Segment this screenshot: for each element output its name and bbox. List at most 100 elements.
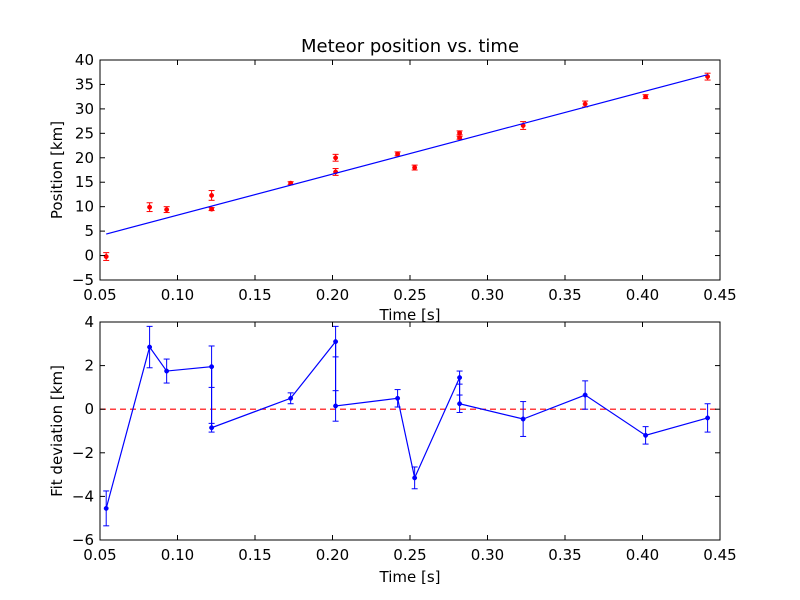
data-point: [456, 394, 463, 413]
point-marker: [457, 130, 463, 136]
x-axis-label: Time [s]: [379, 306, 441, 324]
y-axis-label: Fit deviation [km]: [48, 365, 66, 497]
x-tick-label: 0.10: [161, 286, 194, 304]
x-axis-label: Time [s]: [379, 568, 441, 586]
x-tick-label: 0.25: [393, 286, 426, 304]
data-point: [411, 466, 418, 490]
point-marker: [164, 368, 170, 374]
data-point: [394, 151, 401, 157]
y-tick-label: 5: [84, 222, 94, 240]
point-marker: [457, 135, 463, 141]
x-tick-label: 0.30: [471, 546, 504, 564]
data-point: [332, 153, 339, 162]
data-point: [704, 403, 711, 433]
x-tick-label: 0.45: [703, 286, 736, 304]
x-tick-label: 0.20: [316, 546, 349, 564]
point-marker: [412, 165, 418, 171]
point-marker: [209, 425, 215, 431]
point-marker: [209, 192, 215, 198]
point-marker: [333, 155, 339, 161]
y-tick-label: −5: [72, 271, 94, 289]
y-axis-label: Position [km]: [48, 121, 66, 219]
point-marker: [103, 505, 109, 511]
data-point: [332, 325, 339, 358]
y-tick-label: −2: [72, 444, 94, 462]
y-tick-label: 20: [75, 149, 94, 167]
x-tick-label: 0.05: [83, 286, 116, 304]
y-tick-label: −6: [72, 531, 94, 549]
data-point: [208, 206, 215, 212]
point-marker: [582, 101, 588, 107]
y-tick-label: 35: [75, 75, 94, 93]
x-tick-label: 0.15: [238, 286, 271, 304]
data-point: [582, 380, 589, 410]
point-marker: [395, 151, 401, 157]
x-tick-label: 0.40: [626, 546, 659, 564]
data-point: [456, 370, 463, 385]
point-marker: [705, 415, 711, 421]
point-marker: [457, 375, 463, 381]
y-tick-label: 2: [84, 357, 94, 375]
x-tick-label: 0.30: [471, 286, 504, 304]
x-tick-label: 0.35: [548, 286, 581, 304]
x-tick-label: 0.10: [161, 546, 194, 564]
data-point: [704, 72, 711, 81]
point-marker: [643, 432, 649, 438]
data-point: [642, 94, 649, 100]
plot-frame: [99, 321, 721, 541]
x-tick-label: 0.35: [548, 546, 581, 564]
y-tick-label: 25: [75, 124, 94, 142]
data-point: [208, 190, 215, 201]
data-point: [642, 426, 649, 445]
point-marker: [209, 364, 215, 370]
point-marker: [164, 207, 170, 213]
data-point: [103, 252, 110, 261]
point-marker: [520, 416, 526, 422]
chart-title: Meteor position vs. time: [301, 36, 519, 57]
y-tick-label: −4: [72, 487, 94, 505]
data-point: [146, 202, 153, 213]
data-point: [163, 206, 170, 214]
data-point: [520, 401, 527, 437]
data-point: [103, 490, 110, 527]
data-point: [411, 164, 418, 171]
y-tick-label: 40: [75, 51, 94, 69]
data-point: [208, 345, 215, 388]
deviation-chart: 0.05 0.10 0.15 0.20 0.25 0.30 0.35 0.40 0.45 −6 −4…: [48, 313, 737, 586]
point-marker: [643, 94, 649, 100]
point-marker: [333, 339, 339, 345]
y-tick-label: 10: [75, 198, 94, 216]
fit-line: [106, 74, 708, 235]
plot-frame: [99, 59, 721, 281]
data-point: [287, 392, 294, 405]
point-marker: [209, 206, 215, 212]
data-point: [208, 422, 215, 433]
point-marker: [412, 475, 418, 481]
point-marker: [457, 401, 463, 407]
data-point: [163, 358, 170, 384]
y-tick-label: 15: [75, 173, 94, 191]
position-chart: 0.05 0.10 0.15 0.20 0.25 0.30 0.35 0.40 0.45 −5 0 5…: [48, 36, 737, 324]
y-tick-label: 0: [84, 400, 94, 418]
data-point: [332, 390, 339, 422]
data-point: [456, 130, 463, 136]
x-tick-label: 0.40: [626, 286, 659, 304]
x-tick-label: 0.05: [83, 546, 116, 564]
point-marker: [147, 204, 153, 210]
point-marker: [147, 344, 153, 350]
x-tick-label: 0.15: [238, 546, 271, 564]
point-marker: [288, 395, 294, 401]
y-tick-label: 4: [84, 313, 94, 331]
x-tick-label: 0.25: [393, 546, 426, 564]
data-point: [146, 325, 153, 369]
y-tick-label: 30: [75, 100, 94, 118]
point-marker: [395, 395, 401, 401]
y-tick-label: 0: [84, 247, 94, 265]
deviation-line: [105, 339, 708, 509]
point-marker: [582, 392, 588, 398]
x-tick-label: 0.20: [316, 286, 349, 304]
data-point: [394, 389, 401, 408]
point-marker: [103, 254, 109, 259]
point-marker: [333, 403, 339, 409]
